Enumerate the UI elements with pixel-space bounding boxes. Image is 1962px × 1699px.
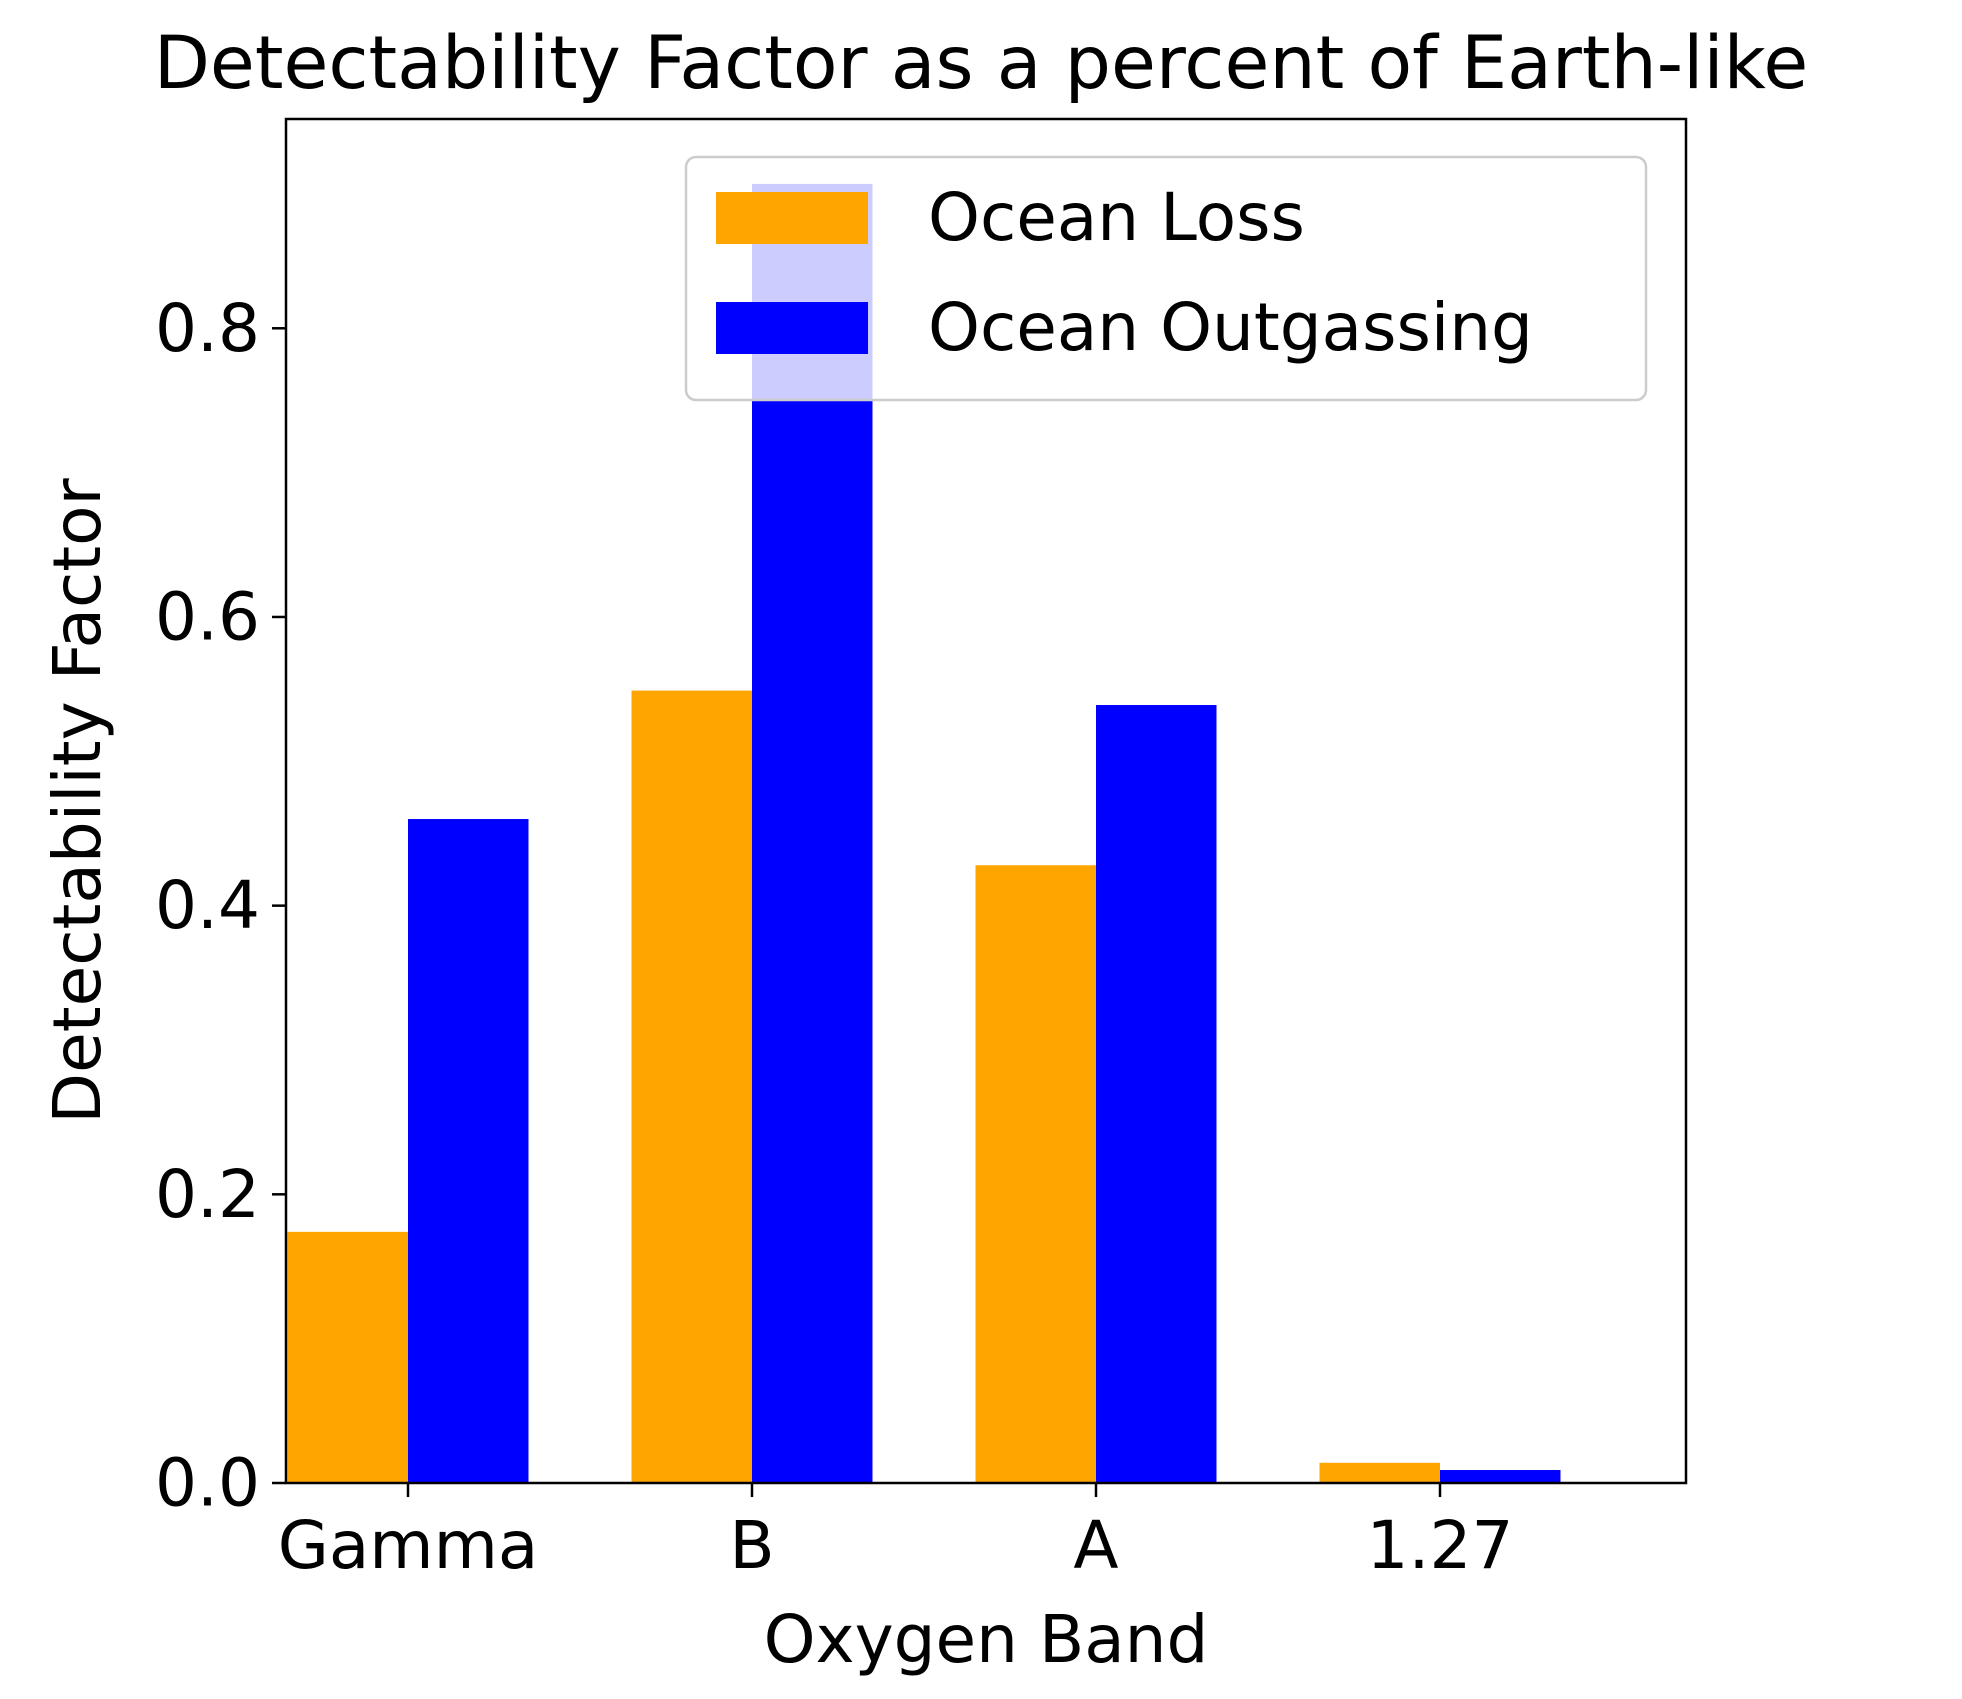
x-tick-label: Gamma xyxy=(278,1507,539,1584)
y-tick-label: 0.0 xyxy=(155,1445,260,1522)
bar-ocean-loss-1-27 xyxy=(1319,1462,1440,1483)
legend: Ocean Loss Ocean Outgassing xyxy=(684,155,1648,402)
y-tick-label: 0.4 xyxy=(155,867,260,944)
legend-box xyxy=(684,155,1648,402)
legend-label-ocean-loss: Ocean Loss xyxy=(928,179,1305,256)
bar-ocean-outgassing-1-27 xyxy=(1440,1470,1561,1483)
x-tick-label: B xyxy=(729,1507,774,1584)
legend-label-ocean-outgassing: Ocean Outgassing xyxy=(928,289,1533,366)
x-axis-label: Oxygen Band xyxy=(764,1601,1209,1678)
legend-swatch-ocean-loss xyxy=(716,192,868,244)
plot-area-frame xyxy=(284,117,1688,1485)
bar-ocean-loss-b xyxy=(631,690,752,1483)
bars-group xyxy=(287,183,1561,1483)
y-tick-label: 0.6 xyxy=(155,578,260,655)
y-axis-ticks: 0.0 0.2 0.4 0.6 0.8 xyxy=(155,290,286,1522)
chart-title: Detectability Factor as a percent of Ear… xyxy=(154,21,1809,106)
bar-ocean-loss-a xyxy=(975,865,1096,1483)
y-tick-label: 0.2 xyxy=(155,1156,260,1233)
legend-swatch-ocean-outgassing xyxy=(716,302,868,354)
x-tick-label: 1.27 xyxy=(1367,1507,1514,1584)
x-axis-ticks: Gamma B A 1.27 xyxy=(278,1483,1514,1584)
x-tick-label: A xyxy=(1073,1507,1118,1584)
y-axis-label: Detectability Factor xyxy=(39,477,116,1123)
bar-ocean-loss-gamma xyxy=(287,1231,408,1483)
bar-ocean-outgassing-gamma xyxy=(408,819,529,1483)
y-tick-label: 0.8 xyxy=(155,290,260,367)
bar-ocean-outgassing-a xyxy=(1096,705,1217,1483)
